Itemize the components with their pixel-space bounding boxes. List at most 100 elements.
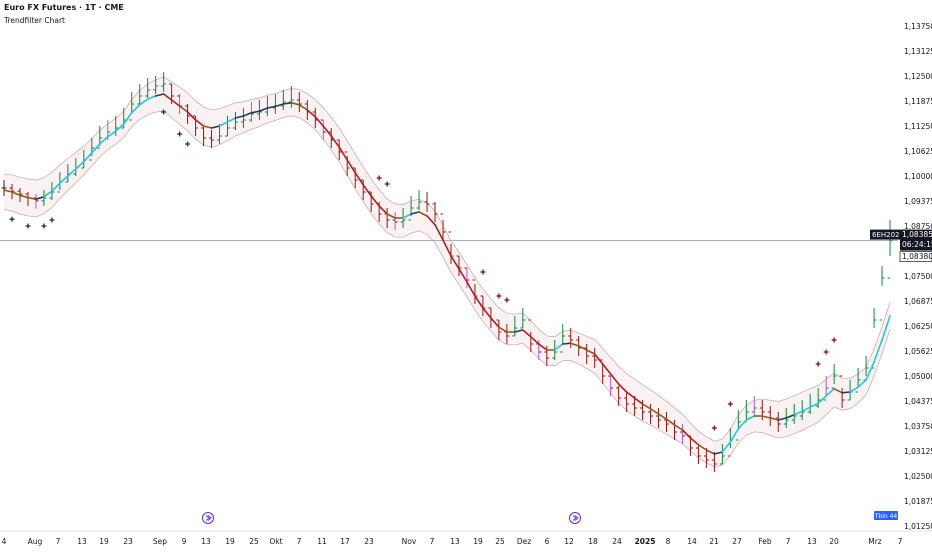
trend-line-segment [514, 329, 524, 333]
price-tick-label: 1,11250 [904, 122, 932, 131]
trend-line-segment [106, 130, 117, 138]
bar-countdown-label: 06:24:15 [902, 240, 932, 249]
instrument-title: Euro FX Futures · 1T · CME [4, 3, 124, 12]
trend-line-segment [3, 189, 13, 193]
trend-line-segment [569, 342, 580, 347]
trend-line-segment [537, 343, 548, 351]
time-badge-label: Tbin 44 [874, 513, 898, 520]
trend-line-segment [609, 373, 620, 385]
trend-line-segment [697, 443, 708, 451]
indicator-title: Trendfilter Chart [4, 16, 65, 25]
buy-cross-icon [9, 216, 15, 222]
time-tick-label: 27 [732, 537, 742, 546]
trend-line-segment [91, 143, 101, 154]
trend-line-segment [35, 196, 45, 200]
trend-line-segment [577, 345, 588, 351]
sell-cross-icon [727, 401, 733, 407]
time-tick-label: 7 [56, 537, 61, 546]
trend-line-segment [298, 104, 309, 111]
time-tick-label: 2025 [635, 537, 656, 546]
trend-line-segment [458, 267, 468, 283]
sell-cross-icon [496, 293, 502, 299]
trend-line-segment [857, 379, 867, 389]
band-fill [4, 76, 890, 467]
trend-line-segment [466, 281, 476, 297]
chart-legend: Euro FX Futures · 1T · CME Trendfilter C… [4, 3, 124, 25]
price-tick-label: 1,13750 [904, 22, 932, 31]
time-tick-label: Mrz [868, 537, 882, 546]
trend-line-segment [825, 387, 835, 397]
trend-line-segment [641, 403, 652, 410]
price-tick-label: 1,08750 [904, 222, 932, 231]
trend-line-segment [67, 168, 77, 177]
price-tick-label: 1,01875 [904, 497, 932, 506]
trend-line-segment [561, 342, 572, 345]
price-tick-label: 1,02500 [904, 472, 932, 481]
time-tick-label: 23 [364, 537, 374, 546]
trend-line-segment [306, 109, 317, 118]
trend-line-segment [522, 329, 532, 338]
price-tick-label: 1,03750 [904, 422, 932, 431]
time-tick-label: 19 [99, 537, 109, 546]
trend-line-segment [705, 449, 716, 455]
trend-line-segment [450, 255, 460, 270]
trend-line-segment [130, 104, 141, 114]
lower-band-line [3, 110, 891, 468]
trend-line-segment [338, 146, 349, 161]
trend-line-segment [186, 111, 197, 121]
trend-line-segment [817, 395, 827, 405]
time-tick-label: 4 [2, 537, 7, 546]
sell-cross-icon [480, 269, 486, 275]
symbol-label-bg [870, 229, 900, 240]
price-tick-label: 1,06875 [904, 297, 932, 306]
last-price-label-bg [900, 229, 932, 251]
trend-line-segment [873, 339, 883, 363]
trend-line-segment [402, 213, 412, 219]
price-tick-label: 1,10625 [904, 147, 932, 156]
trend-line-segment [801, 406, 811, 413]
trend-line-segment [154, 93, 165, 97]
time-tick-label: 9 [182, 537, 187, 546]
trend-line-segment [27, 196, 37, 200]
trend-line-segment [146, 95, 157, 100]
trend-line-segment [59, 175, 69, 184]
trend-line-segment [657, 413, 668, 421]
trend-line-segment [881, 315, 891, 341]
buy-cross-icon [41, 223, 47, 229]
trend-line-segment [849, 386, 859, 393]
time-tick-label: 23 [123, 537, 133, 546]
time-tick-label: 19 [225, 537, 235, 546]
price-tick-label: 1,11875 [904, 97, 932, 106]
trend-line-segment [330, 135, 341, 148]
trend-line-segment [19, 194, 29, 199]
trend-line-segment [633, 397, 644, 405]
event-flag-icon[interactable] [202, 512, 214, 524]
trend-line-segment [11, 191, 21, 196]
upper-band-line [3, 76, 891, 442]
trend-line-segment [761, 415, 772, 419]
event-flag-icon[interactable] [569, 512, 581, 524]
time-tick-label: 7 [430, 537, 435, 546]
trend-line-segment [729, 427, 740, 443]
trend-line-segment [162, 93, 173, 101]
time-tick-label: 24 [612, 537, 622, 546]
price-tick-label: 1,05000 [904, 372, 932, 381]
trend-line-segment [250, 110, 261, 114]
time-tick-label: 8 [666, 537, 671, 546]
price-tick-label: 1,07500 [904, 272, 932, 281]
trend-line-segment [681, 429, 692, 439]
time-tick-label: Dez [517, 537, 531, 546]
trend-line-segment [713, 451, 724, 455]
trend-line-segment [362, 184, 372, 197]
time-tick-label: Nov [402, 537, 417, 546]
trend-line-segment [833, 387, 843, 394]
second-price-label: 1,08380 [902, 252, 932, 261]
price-tick-label: 1,06250 [904, 322, 932, 331]
time-tick-label: 7 [786, 537, 791, 546]
time-tick-label: 18 [588, 537, 598, 546]
price-tick-label: 1,05625 [904, 347, 932, 356]
trend-line-segment [665, 418, 676, 426]
trend-line-segment [434, 224, 444, 241]
